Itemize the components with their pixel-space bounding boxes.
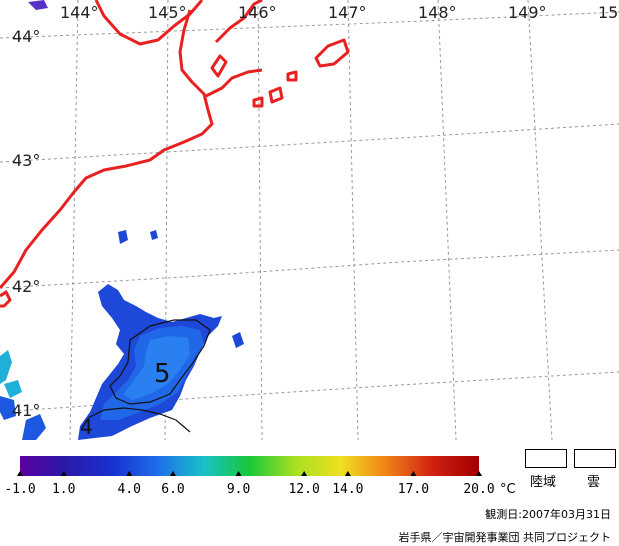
latitude-label: 41° xyxy=(12,401,40,420)
contour-label-5: 5 xyxy=(154,359,171,389)
longitude-label: 145° xyxy=(148,3,187,22)
colorbar-tick-label: 6.0 xyxy=(161,482,184,497)
latitude-label: 43° xyxy=(12,151,40,170)
colorbar-gradient xyxy=(20,456,479,476)
latitude-label: 42° xyxy=(12,277,40,296)
temperature-colorbar: -1.0 1.0 4.0 6.0 9.0 12.0 14.0 17.0 20.0 °C xyxy=(4,456,516,497)
coastline xyxy=(0,0,350,308)
colorbar-tick-label: 14.0 xyxy=(332,482,363,497)
colorbar-tick-mark xyxy=(301,471,308,476)
land-legend-swatch xyxy=(525,449,567,468)
longitude-label: 149° xyxy=(508,3,547,22)
land-legend-label: 陸域 xyxy=(530,475,557,490)
colorbar-tick-mark xyxy=(60,471,67,476)
colorbar-tick-label: 9.0 xyxy=(227,482,250,497)
colorbar-tick-label: 12.0 xyxy=(288,482,319,497)
colorbar-tick-mark xyxy=(344,471,351,476)
colorbar-tick-mark xyxy=(17,471,23,476)
cloud-legend-label: 雲 xyxy=(587,475,601,490)
sst-contours xyxy=(87,319,211,433)
colorbar-tick-label: 1.0 xyxy=(52,482,75,497)
longitude-label: 148° xyxy=(418,3,457,22)
longitude-label: 147° xyxy=(328,3,367,22)
sst-data-region xyxy=(0,0,244,440)
observation-date: 観測日:2007年03月31日 xyxy=(485,508,611,521)
colorbar-tick-label: -1.0 xyxy=(4,482,35,497)
colorbar-tick-mark xyxy=(126,471,133,476)
colorbar-tick-mark xyxy=(235,471,242,476)
colorbar-tick-mark xyxy=(410,471,417,476)
colorbar-unit: °C xyxy=(500,482,516,497)
sst-map: 5 4 144° 145° 146° 147° 148° 149° 15 44°… xyxy=(0,0,619,440)
contour-label-4: 4 xyxy=(80,415,93,439)
graticule xyxy=(0,0,619,440)
cloud-legend-swatch xyxy=(574,449,616,468)
colorbar-tick-label: 17.0 xyxy=(398,482,429,497)
colorbar-tick-mark xyxy=(476,471,482,476)
longitude-label: 15 xyxy=(598,3,618,22)
latitude-label: 44° xyxy=(12,27,40,46)
colorbar-tick-label: 4.0 xyxy=(118,482,141,497)
longitude-label: 144° xyxy=(60,3,99,22)
colorbar-ticks: -1.0 1.0 4.0 6.0 9.0 12.0 14.0 17.0 20.0 xyxy=(4,471,495,497)
colorbar-tick-mark xyxy=(170,471,176,476)
credit-text: 岩手県／宇宙開発事業団 共同プロジェクト xyxy=(398,531,612,544)
colorbar-tick-label: 20.0 xyxy=(463,482,494,497)
longitude-label: 146° xyxy=(238,3,277,22)
